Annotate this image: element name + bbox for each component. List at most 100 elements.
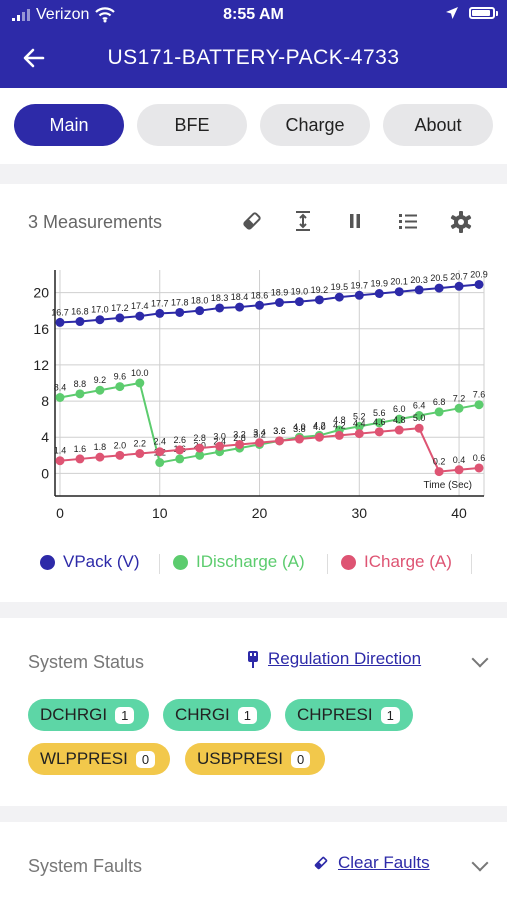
data-label: 18.3	[211, 293, 229, 303]
chevron-down-icon[interactable]	[471, 854, 489, 872]
data-point	[135, 378, 145, 388]
status-time: 8:55 AM	[223, 6, 284, 23]
pause-icon[interactable]	[342, 210, 368, 236]
data-label: 19.5	[331, 282, 349, 292]
data-point	[394, 425, 404, 435]
chevron-down-icon[interactable]	[471, 650, 489, 668]
data-label: 10.0	[131, 368, 149, 378]
data-point	[454, 281, 464, 291]
data-label: 8.8	[74, 379, 87, 389]
tab-charge[interactable]: Charge	[260, 104, 370, 146]
data-label: 1.8	[94, 442, 107, 452]
data-point	[255, 438, 265, 448]
data-label: 19.9	[370, 279, 388, 289]
data-point	[195, 450, 205, 460]
tab-main[interactable]: Main	[14, 104, 124, 146]
data-label: 1.4	[54, 446, 67, 456]
tab-about[interactable]: About	[383, 104, 493, 146]
data-label: 6.8	[433, 397, 446, 407]
data-label: 4.0	[313, 422, 326, 432]
location-arrow-icon	[446, 7, 458, 19]
data-label: 19.2	[311, 285, 329, 295]
data-point	[474, 279, 484, 289]
badge-count: 1	[380, 706, 400, 724]
legend-item-icharge[interactable]: ICharge (A)	[341, 552, 452, 572]
status-badge-usbpresi: USBPRESI 0	[185, 743, 325, 775]
tab-bar: Main BFE Charge About	[0, 88, 507, 164]
status-right	[445, 6, 498, 20]
data-point	[55, 317, 65, 327]
plug-icon	[248, 651, 258, 668]
fit-vertical-icon[interactable]	[290, 210, 316, 236]
data-point	[374, 289, 384, 299]
data-label: 2.8	[233, 433, 246, 443]
data-label: 3.2	[233, 429, 246, 439]
data-point	[434, 467, 444, 477]
list-icon[interactable]	[395, 210, 421, 236]
wifi-icon	[95, 7, 116, 23]
data-label: 16.8	[71, 307, 89, 317]
data-point	[454, 465, 464, 475]
legend-dot-vpack	[40, 554, 55, 570]
regulation-direction-link[interactable]: Regulation Direction	[246, 649, 421, 669]
data-point	[55, 456, 65, 466]
data-point	[314, 432, 324, 442]
data-point	[215, 441, 225, 451]
data-label: 17.0	[91, 305, 109, 315]
data-label: 2.8	[193, 433, 206, 443]
measurements-title: 3 Measurements	[28, 212, 163, 232]
x-tick-label: 10	[152, 505, 168, 521]
eraser-icon	[314, 856, 328, 870]
data-label: 0.2	[433, 457, 446, 467]
data-label: 8.4	[54, 382, 67, 392]
data-point	[135, 449, 145, 459]
data-point	[155, 308, 165, 318]
status-badge-wlppresi: WLPPRESI 0	[28, 743, 170, 775]
legend-item-vpack[interactable]: VPack (V)	[40, 552, 140, 572]
eraser-icon[interactable]	[239, 210, 265, 236]
gear-icon[interactable]	[448, 210, 474, 236]
data-label: 5.0	[413, 413, 426, 423]
data-point	[55, 392, 65, 402]
data-label: 5.2	[353, 411, 366, 421]
data-label: 17.8	[171, 297, 189, 307]
data-point	[474, 400, 484, 410]
data-point	[414, 423, 424, 433]
data-label: 3.8	[293, 424, 306, 434]
back-arrow-icon[interactable]	[22, 40, 46, 79]
data-point	[394, 414, 404, 424]
data-label: 3.2	[253, 429, 266, 439]
system-status-card: System Status Regulation Direction DCHRG…	[0, 618, 507, 806]
legend-label-icharge: ICharge (A)	[364, 552, 452, 571]
data-label: 2.4	[213, 437, 226, 447]
data-point	[95, 315, 105, 325]
legend-item-idischarge[interactable]: IDischarge (A)	[173, 552, 305, 572]
x-tick-label: 30	[352, 505, 368, 521]
data-point	[115, 313, 125, 323]
data-point	[354, 421, 364, 431]
tab-bfe[interactable]: BFE	[137, 104, 247, 146]
data-point	[414, 285, 424, 295]
app-header: Verizon 8:55 AM US171-BATTERY-PACK-4733	[0, 0, 507, 88]
data-label: 3.4	[253, 428, 266, 438]
nav-bar: US171-BATTERY-PACK-4733	[0, 30, 507, 88]
data-point	[235, 439, 245, 449]
data-label: 20.3	[410, 275, 428, 285]
status-badge-chpresi: CHPRESI 1	[285, 699, 413, 731]
data-point	[115, 450, 125, 460]
data-label: 18.6	[251, 290, 269, 300]
data-point	[95, 452, 105, 462]
badge-label: WLPPRESI	[40, 749, 128, 768]
clear-faults-link[interactable]: Clear Faults	[312, 853, 430, 873]
data-point	[454, 403, 464, 413]
x-axis-title: Time (Sec)	[423, 480, 472, 491]
data-label: 6.4	[413, 401, 426, 411]
data-point	[434, 407, 444, 417]
data-point	[314, 295, 324, 305]
data-label: 2.2	[134, 439, 147, 449]
data-point	[155, 458, 165, 468]
data-point	[175, 454, 185, 464]
data-label: 3.6	[273, 426, 286, 436]
battery-icon	[469, 7, 498, 19]
data-label: 4.6	[373, 417, 386, 427]
